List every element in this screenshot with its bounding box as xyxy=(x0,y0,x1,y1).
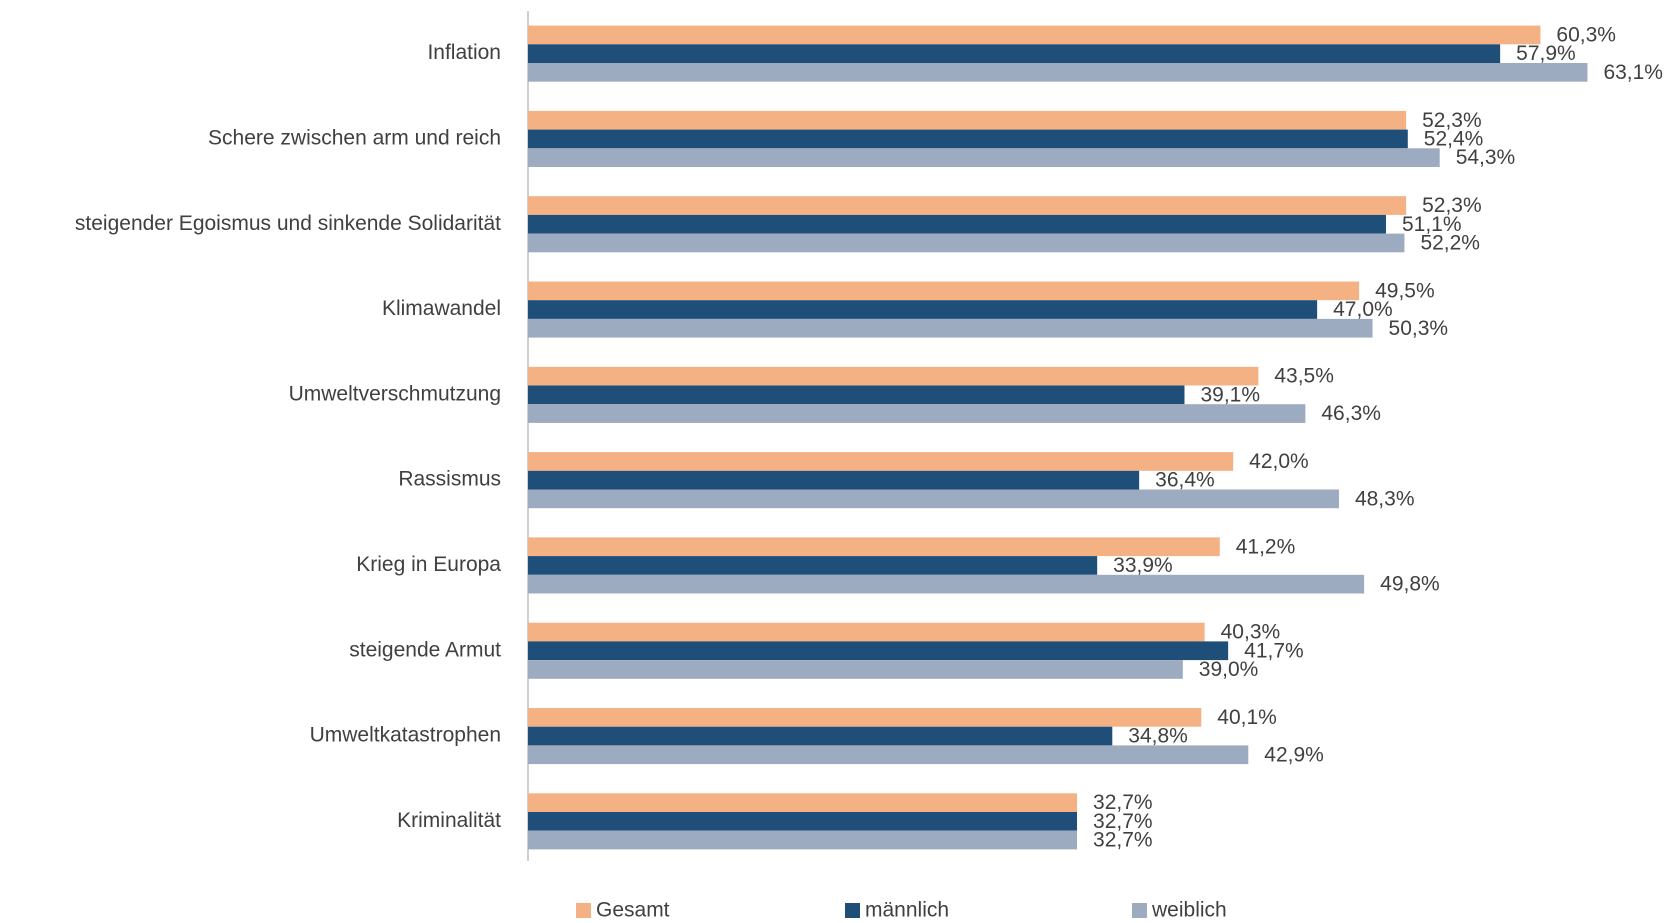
bar xyxy=(528,812,1078,831)
legend-swatch xyxy=(576,903,591,918)
legend-label: männlich xyxy=(865,899,949,922)
value-label: 33,9% xyxy=(1113,554,1173,577)
bar xyxy=(528,196,1407,215)
bar xyxy=(528,745,1249,765)
bar xyxy=(528,641,1229,661)
category-label: Umweltkatastrophen xyxy=(310,724,501,747)
bar xyxy=(528,385,1185,405)
legend-swatch xyxy=(845,903,860,918)
bar xyxy=(528,233,1405,253)
value-label: 52,3% xyxy=(1422,194,1482,217)
category-label: Klimawandel xyxy=(382,297,501,320)
value-label: 50,3% xyxy=(1389,317,1449,340)
category-label: Umweltverschmutzung xyxy=(289,382,501,405)
bar xyxy=(528,214,1386,234)
value-label: 51,1% xyxy=(1402,213,1462,236)
category-label: Schere zwischen arm und reich xyxy=(208,126,501,149)
legend-label: Gesamt xyxy=(596,899,670,922)
category-label: Inflation xyxy=(427,41,501,64)
bar xyxy=(528,660,1183,679)
bar xyxy=(528,63,1588,82)
bar xyxy=(528,25,1541,45)
value-label: 32,7% xyxy=(1093,829,1153,852)
bar xyxy=(528,726,1113,746)
value-label: 40,3% xyxy=(1221,621,1281,644)
value-label: 47,0% xyxy=(1333,298,1393,321)
bar xyxy=(528,556,1098,575)
bar xyxy=(528,281,1360,301)
bar xyxy=(528,574,1365,594)
value-label: 52,3% xyxy=(1422,109,1482,132)
bar xyxy=(528,129,1408,149)
value-label: 60,3% xyxy=(1556,23,1616,46)
category-label: Kriminalität xyxy=(397,809,501,832)
bar xyxy=(528,110,1407,130)
category-label: Krieg in Europa xyxy=(356,553,501,576)
value-label: 42,9% xyxy=(1264,743,1324,766)
value-label: 34,8% xyxy=(1128,725,1188,748)
bar xyxy=(528,622,1205,642)
bar xyxy=(528,793,1078,812)
value-label: 49,8% xyxy=(1380,573,1440,596)
value-label: 40,1% xyxy=(1217,706,1277,729)
bar xyxy=(528,708,1202,727)
bar xyxy=(528,366,1259,386)
bar xyxy=(528,452,1234,471)
category-label: steigender Egoismus und sinkende Solidar… xyxy=(75,212,501,235)
value-label: 41,7% xyxy=(1244,639,1304,662)
value-label: 52,4% xyxy=(1424,127,1484,150)
value-label: 63,1% xyxy=(1603,61,1663,84)
value-label: 32,7% xyxy=(1093,810,1153,833)
value-label: 32,7% xyxy=(1093,791,1153,814)
category-label: steigende Armut xyxy=(349,638,501,661)
legend-label: weiblich xyxy=(1151,899,1227,922)
bar xyxy=(528,537,1220,557)
bar xyxy=(528,489,1339,509)
value-label: 54,3% xyxy=(1456,146,1516,169)
bar xyxy=(528,148,1440,167)
value-label: 36,4% xyxy=(1155,469,1215,492)
value-label: 39,1% xyxy=(1200,383,1260,406)
value-label: 46,3% xyxy=(1321,402,1381,425)
value-label: 49,5% xyxy=(1375,279,1435,302)
value-label: 43,5% xyxy=(1274,365,1334,388)
legend-swatch xyxy=(1132,903,1147,918)
value-label: 39,0% xyxy=(1199,658,1259,681)
bar xyxy=(528,470,1140,490)
bar xyxy=(528,44,1501,63)
value-label: 42,0% xyxy=(1249,450,1309,473)
bar xyxy=(528,404,1306,423)
bar xyxy=(528,318,1373,338)
value-label: 52,2% xyxy=(1420,231,1480,254)
category-label: Rassismus xyxy=(398,468,501,491)
value-label: 57,9% xyxy=(1516,42,1576,65)
bar xyxy=(528,830,1078,850)
value-label: 41,2% xyxy=(1236,535,1296,558)
bar xyxy=(528,300,1318,319)
value-label: 48,3% xyxy=(1355,487,1415,510)
